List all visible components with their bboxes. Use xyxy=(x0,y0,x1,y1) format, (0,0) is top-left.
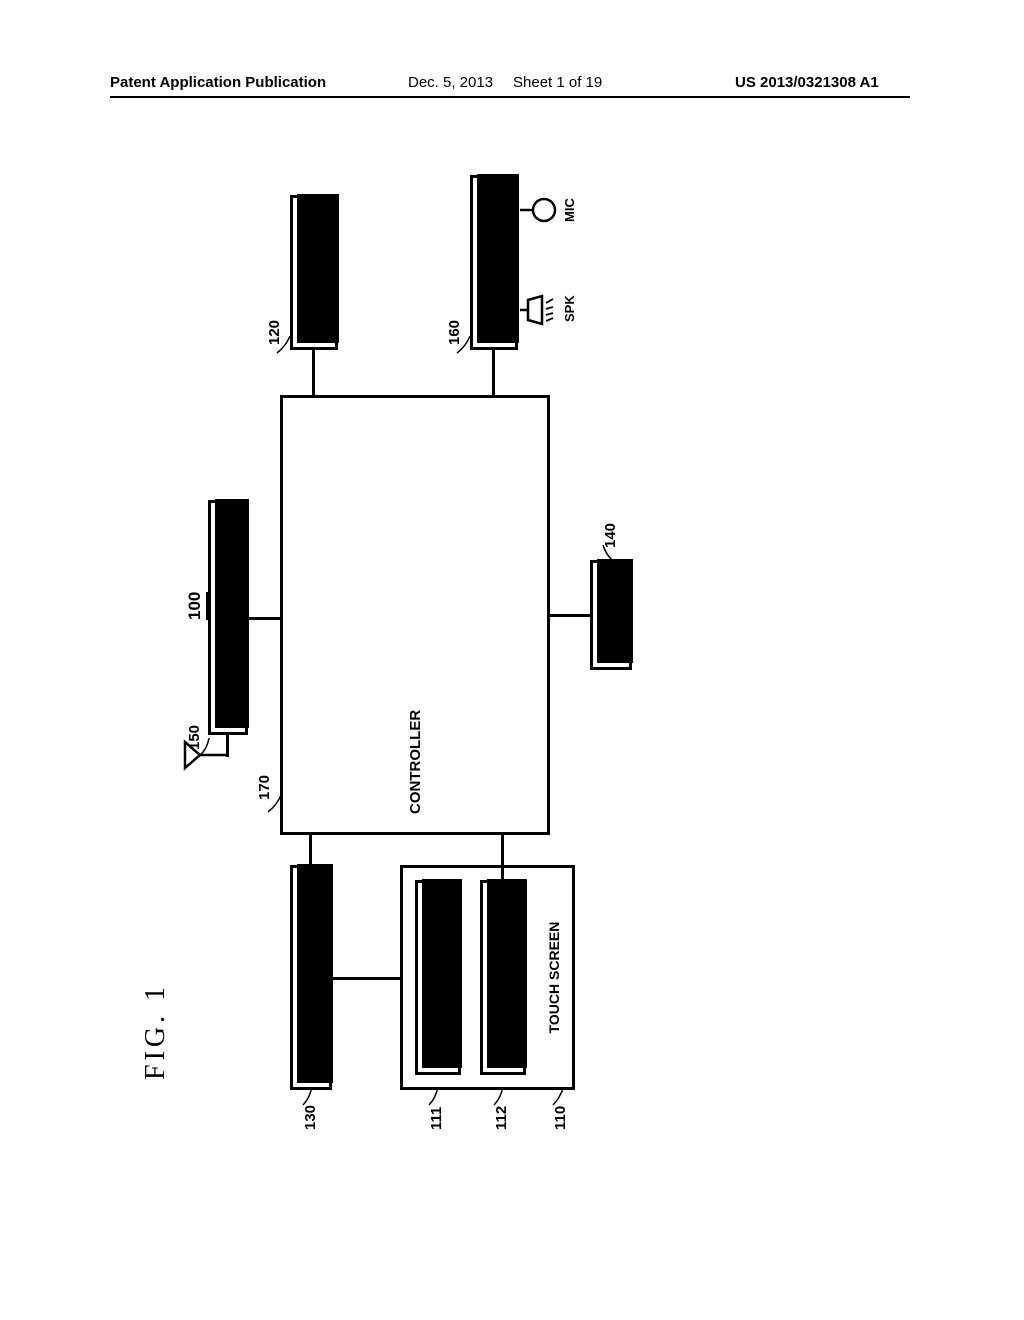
antenna-icon xyxy=(180,730,230,780)
conn-audio-controller xyxy=(492,348,495,395)
conn-display-controller xyxy=(501,833,504,880)
ref-display-unit: 112 xyxy=(493,1106,510,1130)
header-rule xyxy=(110,96,910,98)
conn-tpc-controller xyxy=(309,833,312,865)
block-touch-panel: TOUCH PANEL xyxy=(415,880,461,1075)
block-diagram: FIG. 1 100 CONTROLLER 170 RF COMMUNICATI… xyxy=(100,310,920,1050)
block-touch-panel-label: TOUCH PANEL xyxy=(430,928,446,1028)
figure-title: FIG. 1 xyxy=(140,983,172,1080)
label-mic: MIC xyxy=(562,198,577,222)
block-key-input-label: KEY INPUT UNIT xyxy=(306,213,323,332)
header-pubno: US 2013/0321308 A1 xyxy=(735,74,879,91)
block-controller-label: CONTROLLER xyxy=(407,710,424,814)
header-date: Dec. 5, 2013 xyxy=(408,74,493,91)
block-rf: RF COMMUNICATION UNIT xyxy=(208,500,248,735)
header-sheet: Sheet 1 of 19 xyxy=(513,74,602,91)
label-spk: SPK xyxy=(562,295,577,322)
conn-memory-controller xyxy=(550,614,592,617)
block-memory-label: MEMORY xyxy=(603,582,620,649)
header-publication: Patent Application Publication xyxy=(110,74,326,91)
ref-touch-screen: 110 xyxy=(552,1106,569,1130)
device-ref: 100 xyxy=(185,592,205,620)
conn-antenna-rf xyxy=(226,733,229,757)
ref-tpc: 130 xyxy=(302,1105,319,1130)
ref-touch-panel: 111 xyxy=(428,1107,445,1130)
conn-key-controller xyxy=(312,348,315,395)
block-audio: AUDIO PROCESSOR xyxy=(470,175,518,350)
block-touch-screen-label: TOUCH SCREEN xyxy=(546,922,562,1034)
block-controller: CONTROLLER xyxy=(280,395,550,835)
block-memory: MEMORY xyxy=(590,560,632,670)
conn-rf-controller xyxy=(248,617,282,620)
block-tpc-label: TOUCH PANEL CONTROLLER xyxy=(303,877,319,1078)
mic-icon xyxy=(520,190,565,230)
block-touch-panel-controller: TOUCH PANEL CONTROLLER xyxy=(290,865,332,1090)
block-display-unit: DISPLAY UNIT xyxy=(480,880,526,1075)
page: Patent Application Publication Dec. 5, 2… xyxy=(0,0,1024,1320)
speaker-icon xyxy=(520,290,565,330)
block-rf-label: RF COMMUNICATION UNIT xyxy=(220,521,237,714)
block-key-input: KEY INPUT UNIT xyxy=(290,195,338,350)
block-display-unit-label: DISPLAY UNIT xyxy=(495,930,511,1026)
block-audio-label: AUDIO PROCESSOR xyxy=(486,188,503,336)
